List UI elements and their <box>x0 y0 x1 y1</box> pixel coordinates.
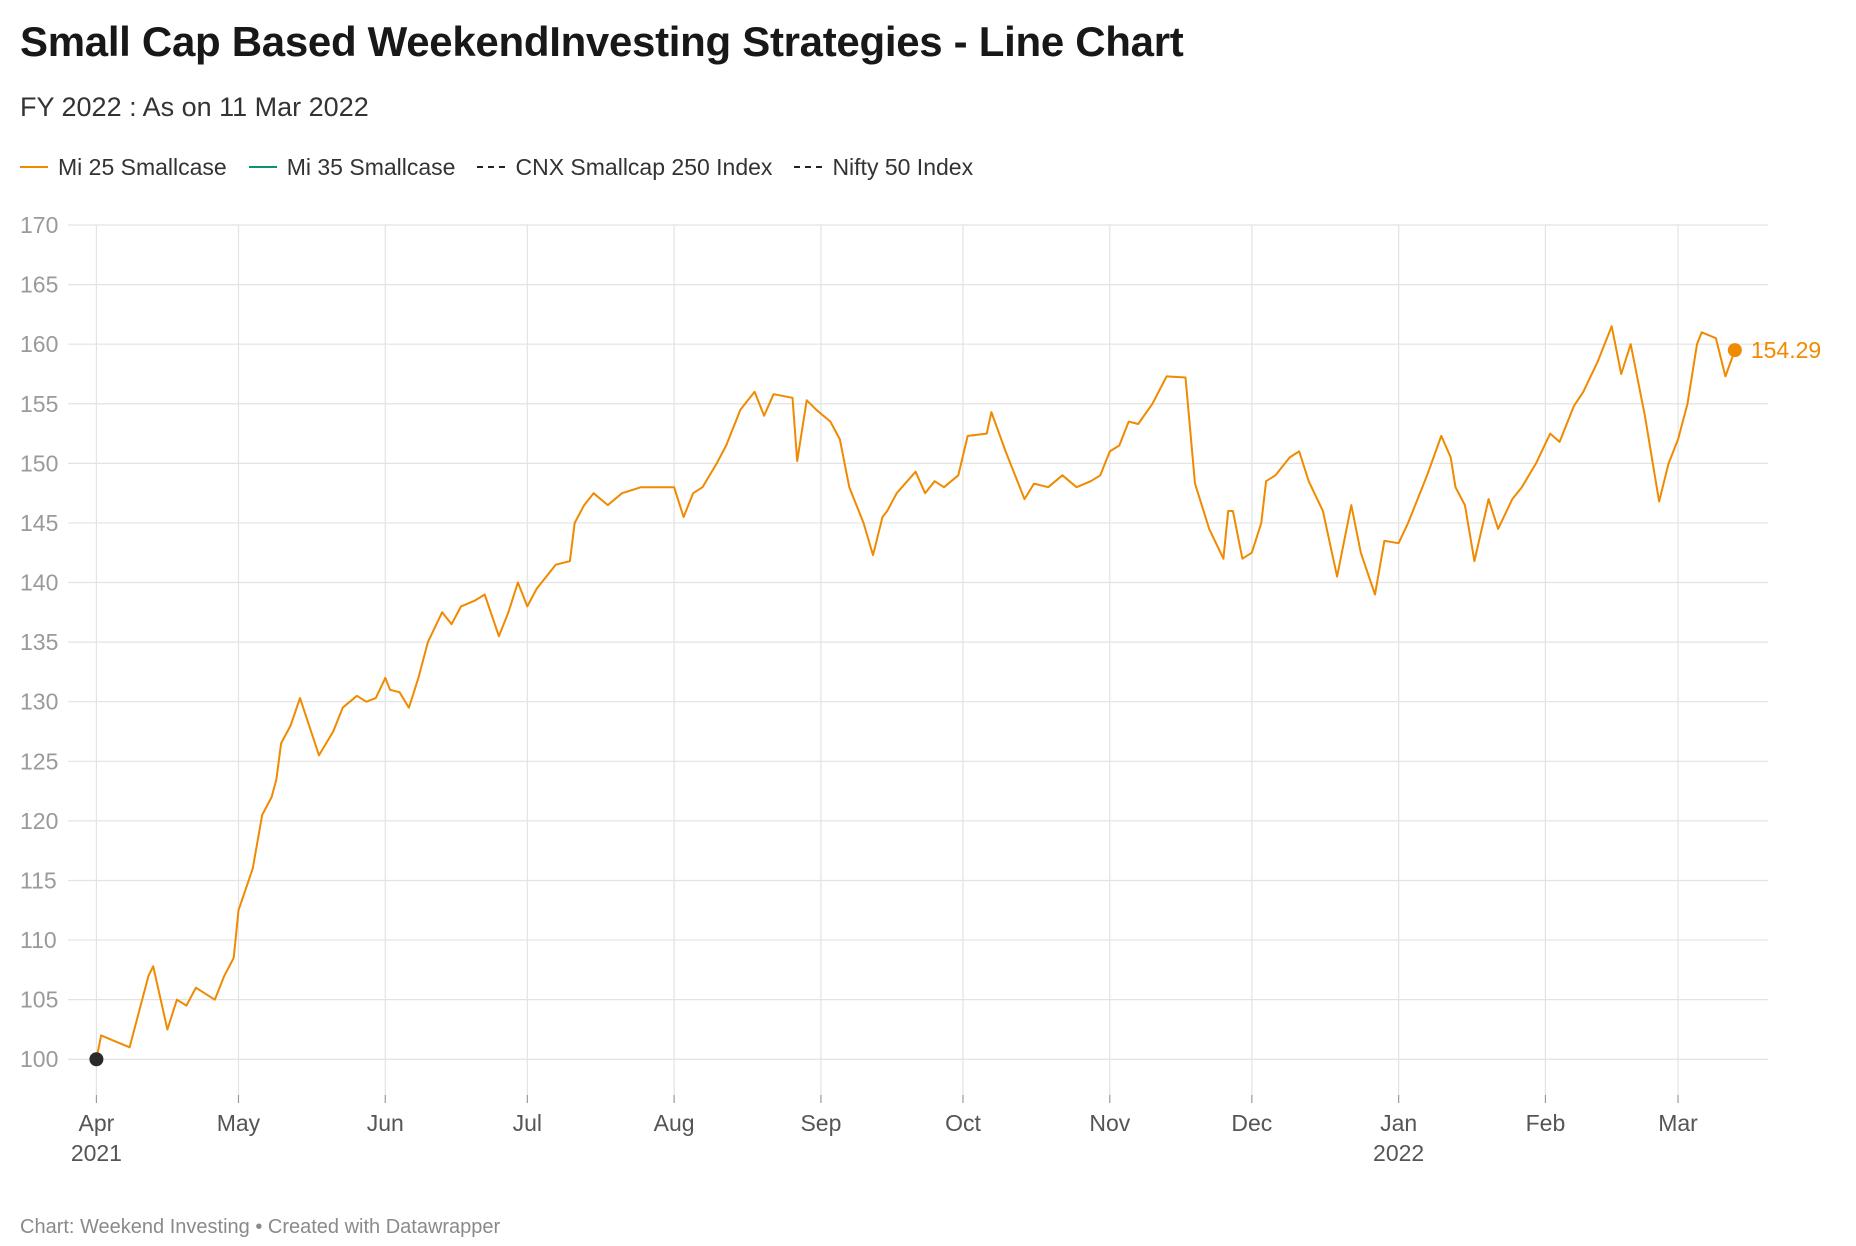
x-tick-label: Jun <box>367 1110 404 1136</box>
legend-label-mi25: Mi 25 Smallcase <box>58 153 227 180</box>
y-tick-label: 145 <box>20 510 58 536</box>
legend-swatch-cnx-smallcap <box>477 166 506 168</box>
x-tick-label: Oct <box>945 1110 981 1136</box>
x-tick-label: Aug <box>654 1110 695 1136</box>
y-tick-label: 125 <box>20 748 58 774</box>
series-layer <box>95 325 1736 1060</box>
start-marker-dot <box>89 1052 104 1067</box>
y-tick-label: 140 <box>20 570 58 596</box>
y-tick-label: 160 <box>20 331 58 357</box>
y-tick-label: 170 <box>20 212 58 238</box>
y-tick-label: 130 <box>20 689 58 715</box>
series-line-0 <box>95 325 1736 1060</box>
legend-item-mi35: Mi 35 Smallcase <box>248 153 456 181</box>
chart-subtitle: FY 2022 : As on 11 Mar 2022 <box>20 92 369 122</box>
x-tick-year-label: 2021 <box>71 1140 122 1166</box>
chart-footer: Chart: Weekend Investing • Created with … <box>20 1216 501 1238</box>
series-end-dot-0 <box>1727 343 1742 358</box>
y-tick-label: 115 <box>20 867 57 893</box>
legend-swatch-mi25 <box>20 166 48 168</box>
y-tick-label: 110 <box>20 927 57 953</box>
y-tick-label: 165 <box>20 272 58 298</box>
y-tick-label: 120 <box>20 808 58 834</box>
x-tick-label: Feb <box>1526 1110 1566 1136</box>
legend-label-nifty50: Nifty 50 Index <box>832 153 974 180</box>
y-tick-label: 105 <box>20 987 58 1013</box>
legend-swatch-mi35 <box>248 166 277 168</box>
chart-area: 100 105 110 115 120 125 130 135 140 145 150 155 160 1… <box>0 200 1856 1205</box>
chart-legend: Mi 25 Smallcase Mi 35 Smallcase CNX Smal… <box>20 152 995 182</box>
x-tick-label: May <box>217 1110 261 1136</box>
series-end-label-0: 154.29 <box>1751 337 1821 363</box>
grid-layer: 100 105 110 115 120 125 130 135 140 145 150 155 160 1… <box>20 212 1768 1166</box>
y-tick-label: 155 <box>20 391 58 417</box>
line-chart-svg: 100 105 110 115 120 125 130 135 140 145 150 155 160 1… <box>20 212 1821 1166</box>
x-tick-year-label: 2022 <box>1373 1140 1424 1166</box>
x-tick-label: Jan <box>1380 1110 1417 1136</box>
y-tick-label: 135 <box>20 629 58 655</box>
legend-item-cnx-smallcap: CNX Smallcap 250 Index <box>477 154 772 181</box>
x-tick-label: Sep <box>800 1110 841 1136</box>
x-tick-label: Jul <box>513 1110 542 1136</box>
y-tick-label: 150 <box>20 450 58 476</box>
legend-item-nifty50: Nifty 50 Index <box>794 154 973 181</box>
x-tick-label: Apr <box>79 1110 115 1136</box>
x-tick-label: Dec <box>1231 1110 1272 1136</box>
legend-item-mi25: Mi 25 Smallcase <box>20 154 227 181</box>
x-tick-label: Nov <box>1089 1110 1130 1136</box>
chart-title: Small Cap Based WeekendInvesting Strateg… <box>20 18 1184 65</box>
x-tick-label: Mar <box>1658 1110 1698 1136</box>
y-tick-label: 100 <box>20 1046 58 1072</box>
label-layer: 154.29 <box>89 337 1821 1067</box>
legend-label-cnx-smallcap: CNX Smallcap 250 Index <box>515 153 773 180</box>
legend-swatch-nifty50 <box>794 166 823 168</box>
legend-label-mi35: Mi 35 Smallcase <box>286 153 456 180</box>
